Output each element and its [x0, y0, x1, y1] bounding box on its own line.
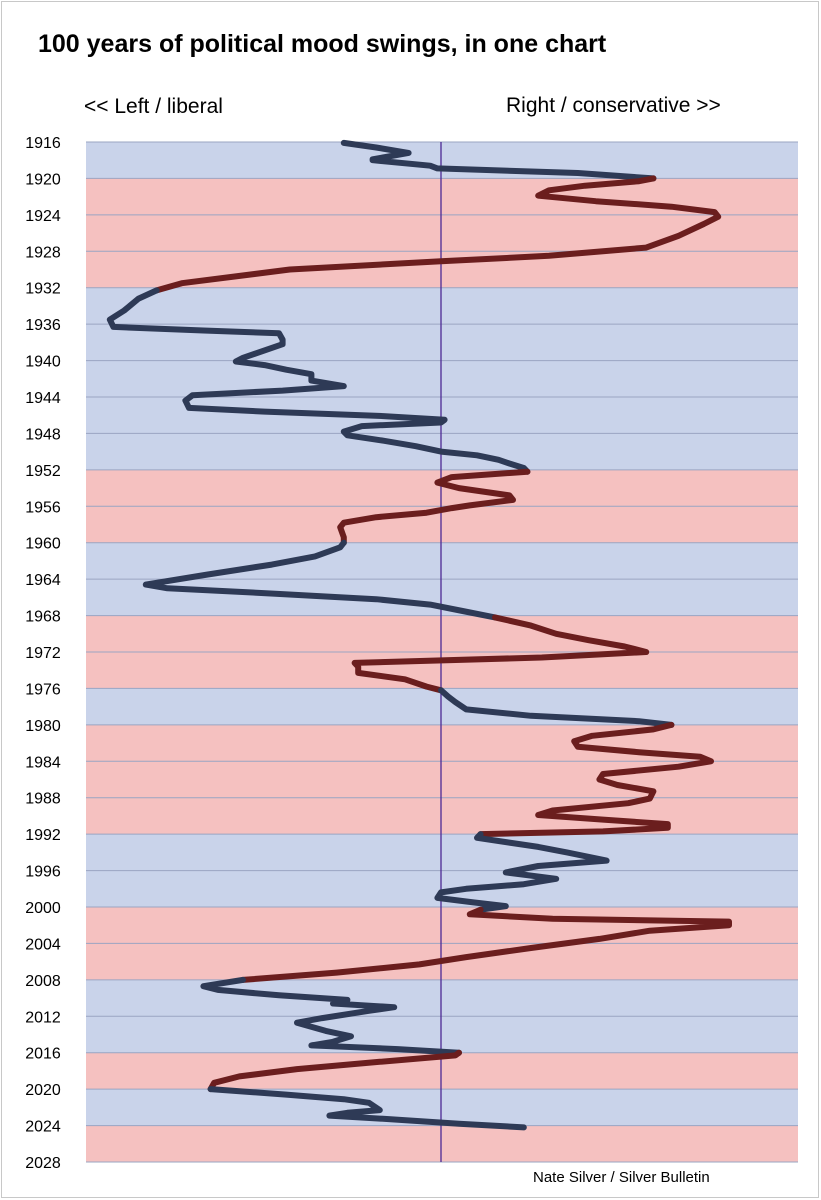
party-band-1980-1992 — [86, 724, 798, 835]
source-credit: Nate Silver / Silver Bulletin — [533, 1169, 710, 1186]
mood-line-segment-2 — [106, 287, 531, 475]
mood-line-segment-4 — [142, 539, 498, 621]
y-tick-1984: 1984 — [25, 754, 61, 771]
y-tick-1972: 1972 — [25, 645, 61, 662]
y-tick-1960: 1960 — [25, 536, 61, 553]
y-tick-1996: 1996 — [25, 864, 61, 881]
y-tick-2016: 2016 — [25, 1046, 61, 1063]
y-tick-labels: 1916 1920 1924 1928 1932 1936 1940 1944 1948 1952… — [25, 135, 61, 1172]
y-tick-2004: 2004 — [25, 936, 61, 953]
y-tick-1936: 1936 — [25, 317, 61, 334]
y-tick-2028: 2028 — [25, 1155, 61, 1172]
y-tick-2020: 2020 — [25, 1082, 61, 1099]
y-tick-1944: 1944 — [25, 390, 61, 407]
y-tick-1988: 1988 — [25, 791, 61, 808]
y-tick-2008: 2008 — [25, 973, 61, 990]
y-tick-1940: 1940 — [25, 354, 61, 371]
left-direction-label: << Left / liberal — [84, 95, 223, 118]
y-tick-1920: 1920 — [25, 171, 61, 188]
y-tick-1948: 1948 — [25, 426, 61, 443]
y-tick-1932: 1932 — [25, 281, 61, 298]
y-tick-1924: 1924 — [25, 208, 61, 225]
y-tick-1992: 1992 — [25, 827, 61, 844]
grid-lines — [86, 141, 798, 1163]
y-tick-1980: 1980 — [25, 718, 61, 735]
y-tick-2000: 2000 — [25, 900, 61, 917]
party-bands — [86, 142, 798, 1162]
mood-line-segment-11 — [207, 1049, 462, 1093]
y-tick-1916: 1916 — [25, 135, 61, 152]
mood-line-segment-5 — [351, 614, 650, 694]
party-band-2020-2024 — [86, 1089, 798, 1126]
right-direction-label: Right / conservative >> — [506, 94, 721, 117]
mood-line — [106, 139, 732, 1131]
mood-line-segment-7 — [477, 721, 714, 838]
y-tick-2012: 2012 — [25, 1009, 61, 1026]
chart-title: 100 years of political mood swings, in o… — [38, 30, 607, 58]
y-tick-1952: 1952 — [25, 463, 61, 480]
party-band-2024-2028 — [86, 1125, 798, 1162]
party-band-1932-1952 — [86, 287, 798, 470]
y-tick-1956: 1956 — [25, 499, 61, 516]
party-band-1916-1920 — [86, 142, 798, 179]
mood-line-segment-1 — [153, 175, 722, 294]
mood-line-segment-3 — [337, 468, 531, 546]
y-tick-1976: 1976 — [25, 681, 61, 698]
y-tick-1928: 1928 — [25, 244, 61, 261]
mood-line-segment-0 — [340, 139, 657, 182]
y-tick-1968: 1968 — [25, 609, 61, 626]
y-tick-1964: 1964 — [25, 572, 61, 589]
mood-line-segment-9 — [240, 906, 732, 983]
mood-line-segment-6 — [438, 687, 675, 728]
y-tick-2024: 2024 — [25, 1119, 61, 1136]
mood-line-segment-8 — [434, 831, 610, 913]
mood-line-segment-12 — [207, 1086, 527, 1131]
mood-line-segment-10 — [200, 976, 462, 1056]
